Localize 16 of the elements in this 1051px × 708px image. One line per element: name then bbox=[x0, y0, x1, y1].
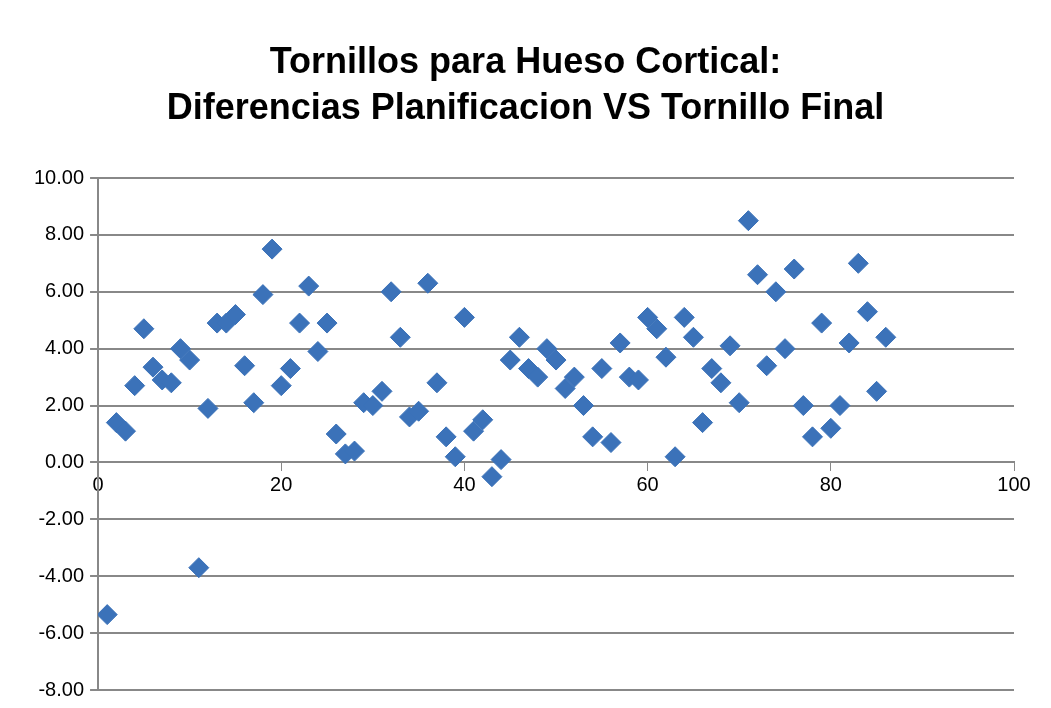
x-tick-label: 80 bbox=[819, 472, 842, 495]
x-tick-label: 60 bbox=[636, 472, 659, 495]
y-tick-label: -6.00 bbox=[38, 620, 85, 643]
y-tick-label: 10.00 bbox=[33, 165, 85, 188]
y-tick-label: 2.00 bbox=[45, 393, 85, 416]
x-tick-label: 40 bbox=[453, 472, 476, 495]
y-tick-label: -4.00 bbox=[38, 563, 85, 586]
y-tick-label: 4.00 bbox=[45, 336, 85, 359]
y-tick-label: 6.00 bbox=[45, 279, 85, 302]
y-tick-label: -2.00 bbox=[38, 506, 85, 529]
y-tick-label: 8.00 bbox=[45, 222, 85, 245]
y-tick-label: 0.00 bbox=[45, 449, 85, 472]
chart-title: Tornillos para Hueso Cortical: Diferencias Planificacion VS Tornillo Final bbox=[165, 39, 886, 129]
x-tick-label: 100 bbox=[997, 472, 1031, 495]
x-tick-label: 20 bbox=[270, 472, 293, 495]
y-tick-label: -8.00 bbox=[38, 677, 85, 700]
